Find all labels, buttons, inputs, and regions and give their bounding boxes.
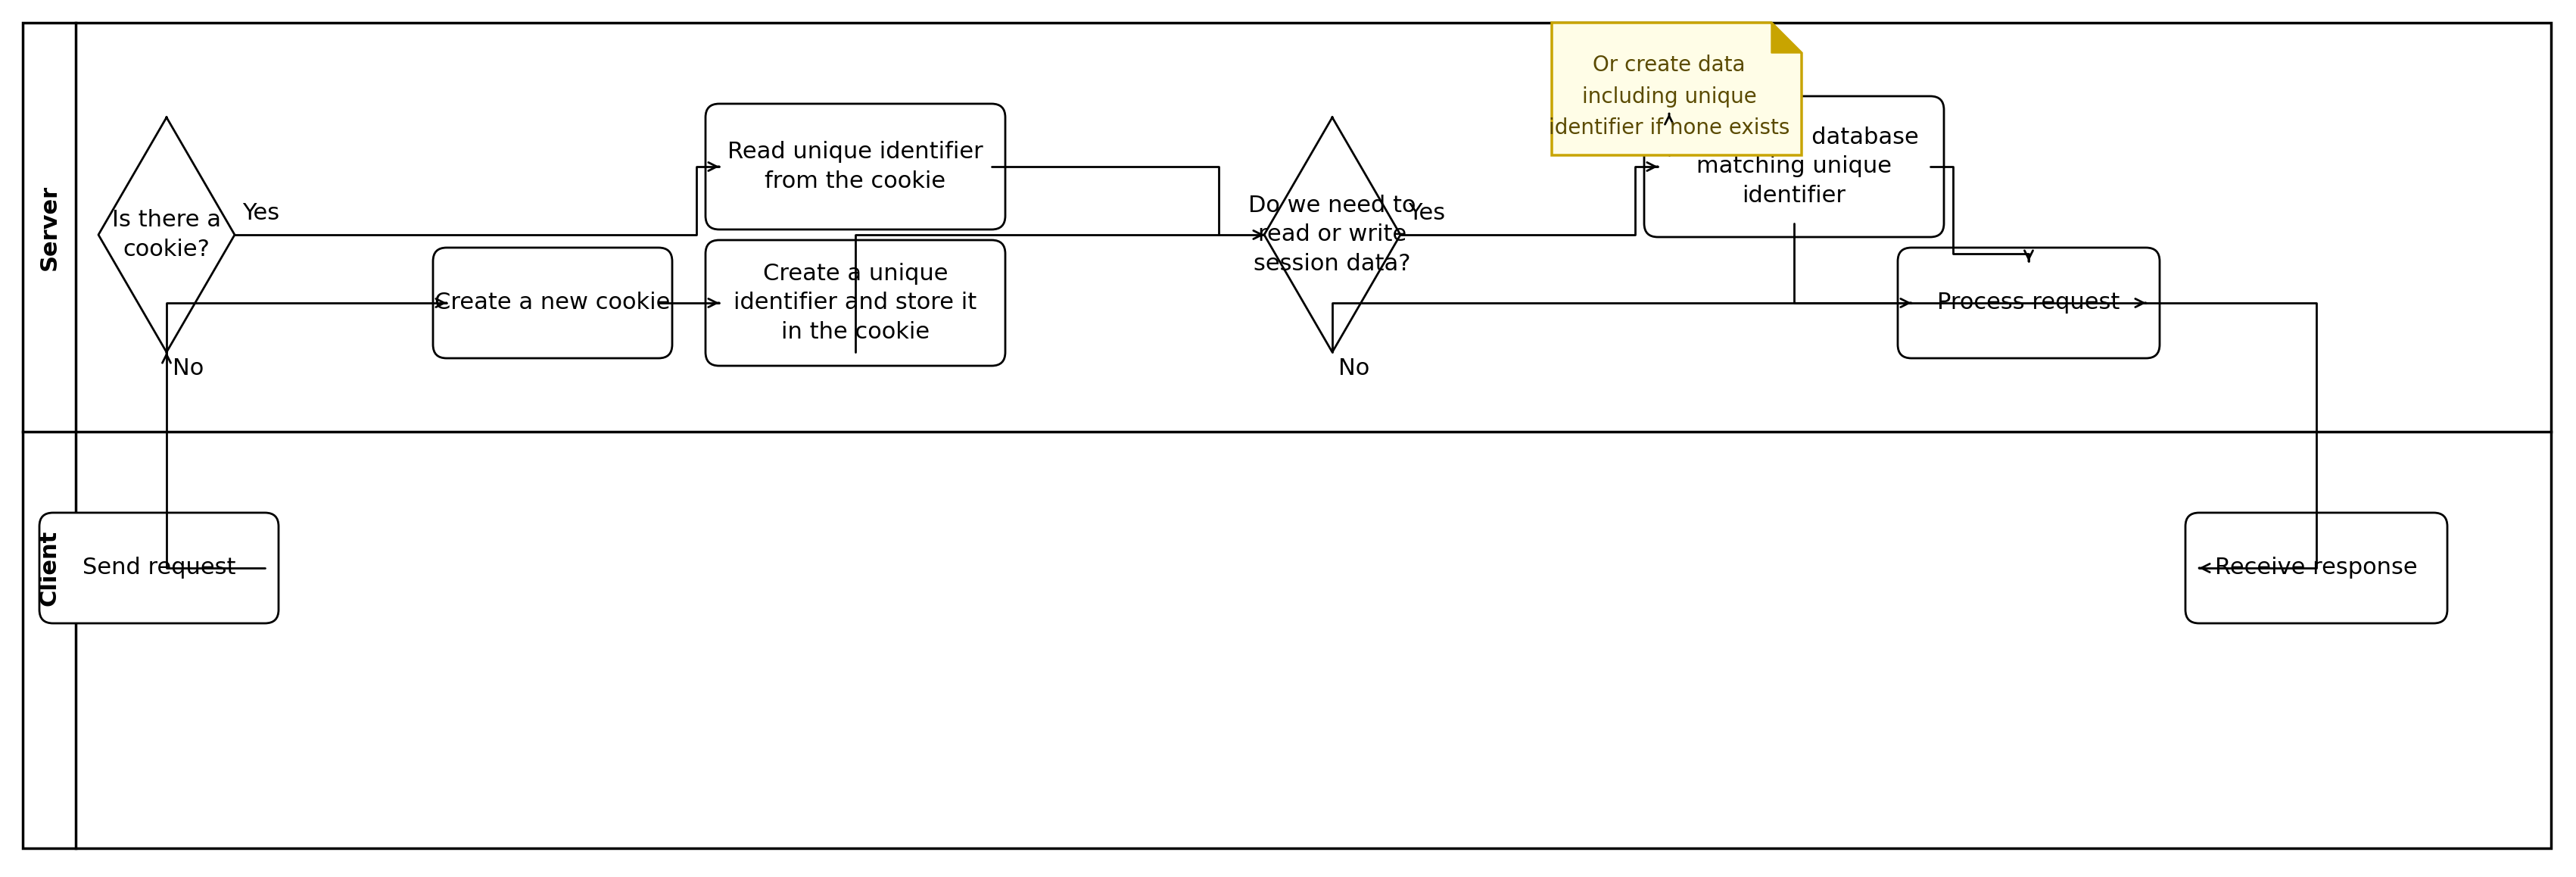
FancyBboxPatch shape <box>1643 96 1945 237</box>
FancyBboxPatch shape <box>2184 513 2447 624</box>
FancyBboxPatch shape <box>706 240 1005 366</box>
Text: Process request: Process request <box>1937 292 2120 314</box>
Text: Yes: Yes <box>242 203 278 225</box>
Polygon shape <box>98 118 234 353</box>
Text: Server: Server <box>39 184 59 270</box>
FancyBboxPatch shape <box>1899 247 2159 358</box>
Text: Create a unique
identifier and store it
in the cookie: Create a unique identifier and store it … <box>734 263 976 343</box>
Polygon shape <box>1772 23 1801 53</box>
Text: Or create data
including unique
identifier if none exists: Or create data including unique identifi… <box>1548 54 1790 139</box>
Text: Receive response: Receive response <box>2215 557 2419 579</box>
FancyBboxPatch shape <box>433 247 672 358</box>
Text: Read unique identifier
from the cookie: Read unique identifier from the cookie <box>726 141 984 192</box>
FancyBboxPatch shape <box>39 513 278 624</box>
Text: No: No <box>1340 358 1370 380</box>
Text: Create a new cookie: Create a new cookie <box>435 292 670 314</box>
Text: Do we need to
read or write
session data?: Do we need to read or write session data… <box>1249 195 1417 275</box>
Text: Yes: Yes <box>1409 203 1445 225</box>
Text: No: No <box>173 358 204 380</box>
Text: Find data in database
matching unique
identifier: Find data in database matching unique id… <box>1669 126 1919 206</box>
Text: Send request: Send request <box>82 557 234 579</box>
Text: Is there a
cookie?: Is there a cookie? <box>111 210 222 260</box>
Text: Client: Client <box>39 530 59 606</box>
Polygon shape <box>1551 23 1801 155</box>
Polygon shape <box>1265 118 1401 353</box>
FancyBboxPatch shape <box>706 103 1005 230</box>
